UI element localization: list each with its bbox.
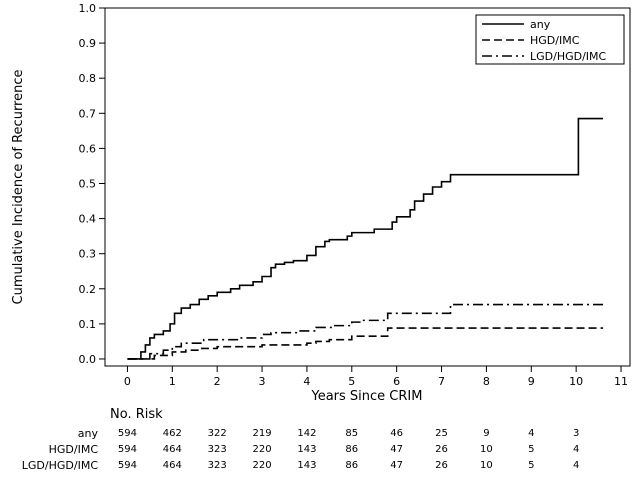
risk-cell: 47 <box>390 460 404 471</box>
risk-cell: 5 <box>528 460 535 471</box>
risk-row-label: HGD/IMC <box>48 443 98 456</box>
risk-cell: 142 <box>297 428 317 439</box>
risk-cell: 10 <box>480 444 493 455</box>
x-axis: 0 1 2 3 4 5 6 7 8 9 10 11 <box>124 366 628 388</box>
x-tick-label: 9 <box>528 375 535 388</box>
x-tick-label: 6 <box>393 375 400 388</box>
y-tick-label: 0.6 <box>79 142 97 155</box>
x-tick-label: 4 <box>303 375 310 388</box>
risk-cell: 464 <box>162 444 182 455</box>
risk-cell: 462 <box>162 428 182 439</box>
risk-cell: 25 <box>435 428 448 439</box>
y-tick-label: 0.0 <box>79 353 97 366</box>
risk-cell: 323 <box>207 460 227 471</box>
y-tick-label: 0.1 <box>79 318 97 331</box>
risk-cell: 322 <box>207 428 227 439</box>
risk-cell: 323 <box>207 444 227 455</box>
risk-cell: 464 <box>162 460 182 471</box>
chart: 0.0 0.1 0.2 0.3 0.4 0.5 0.6 0.7 0.8 0.9 1.0 0 1 2 3 4 5… <box>11 2 631 400</box>
y-tick-label: 0.2 <box>79 283 97 296</box>
risk-cell: 46 <box>390 428 404 439</box>
y-tick-label: 0.4 <box>79 213 97 226</box>
risk-cell: 219 <box>252 428 272 439</box>
x-tick-label: 1 <box>169 375 176 388</box>
risk-cell: 594 <box>117 460 137 471</box>
y-tick-label: 0.7 <box>79 107 97 120</box>
y-tick-label: 0.8 <box>79 72 97 85</box>
series-line-hgd-imc <box>127 327 604 360</box>
risk-cell: 594 <box>117 428 137 439</box>
series-line-any <box>127 117 604 360</box>
risk-cell: 26 <box>435 444 448 455</box>
y-axis: 0.0 0.1 0.2 0.3 0.4 0.5 0.6 0.7 0.8 0.9 1.0 <box>79 2 105 366</box>
risk-cell: 594 <box>117 444 137 455</box>
legend: any HGD/IMC LGD/HGD/IMC <box>475 14 625 65</box>
risk-cell: 26 <box>435 460 448 471</box>
risk-cell: 5 <box>528 444 535 455</box>
risk-table-title: No. Risk <box>110 407 163 422</box>
risk-cell: 4 <box>528 428 535 439</box>
x-tick-label: 2 <box>214 375 221 388</box>
y-tick-label: 0.5 <box>79 177 97 190</box>
risk-cell: 220 <box>252 444 272 455</box>
legend-label: HGD/IMC <box>530 34 580 47</box>
x-tick-label: 5 <box>348 375 355 388</box>
risk-cell: 85 <box>345 428 359 439</box>
y-tick-label: 0.3 <box>79 248 97 261</box>
risk-row-label: any <box>77 427 98 440</box>
series-layer <box>127 117 604 360</box>
legend-label: any <box>530 18 551 31</box>
risk-row-label: LGD/HGD/IMC <box>21 459 98 472</box>
x-axis-label: Years Since CRIM <box>311 389 423 400</box>
x-tick-label: 7 <box>438 375 445 388</box>
risk-cell: 3 <box>572 428 580 439</box>
risk-cell: 143 <box>297 444 317 455</box>
y-axis-label: Cumulative Incidence of Recurrence <box>11 70 26 305</box>
risk-cell: 4 <box>572 444 580 455</box>
legend-label: LGD/HGD/IMC <box>530 50 607 63</box>
risk-cell: 4 <box>572 460 580 471</box>
x-tick-label: 11 <box>614 375 628 388</box>
series-line-lgd-hgd-imc <box>127 303 604 360</box>
x-tick-label: 3 <box>259 375 266 388</box>
risk-cell: 220 <box>252 460 272 471</box>
risk-cell: 47 <box>390 444 404 455</box>
x-tick-label: 8 <box>483 375 490 388</box>
risk-cell: 86 <box>345 444 359 455</box>
plot-frame <box>104 7 631 367</box>
risk-cell: 143 <box>297 460 317 471</box>
risk-cell: 9 <box>483 428 490 439</box>
risk-cell: 10 <box>480 460 493 471</box>
x-tick-label: 10 <box>569 375 583 388</box>
risk-cell: 86 <box>345 460 359 471</box>
y-tick-label: 1.0 <box>79 2 97 15</box>
y-tick-label: 0.9 <box>79 37 97 50</box>
x-tick-label: 0 <box>124 375 131 388</box>
